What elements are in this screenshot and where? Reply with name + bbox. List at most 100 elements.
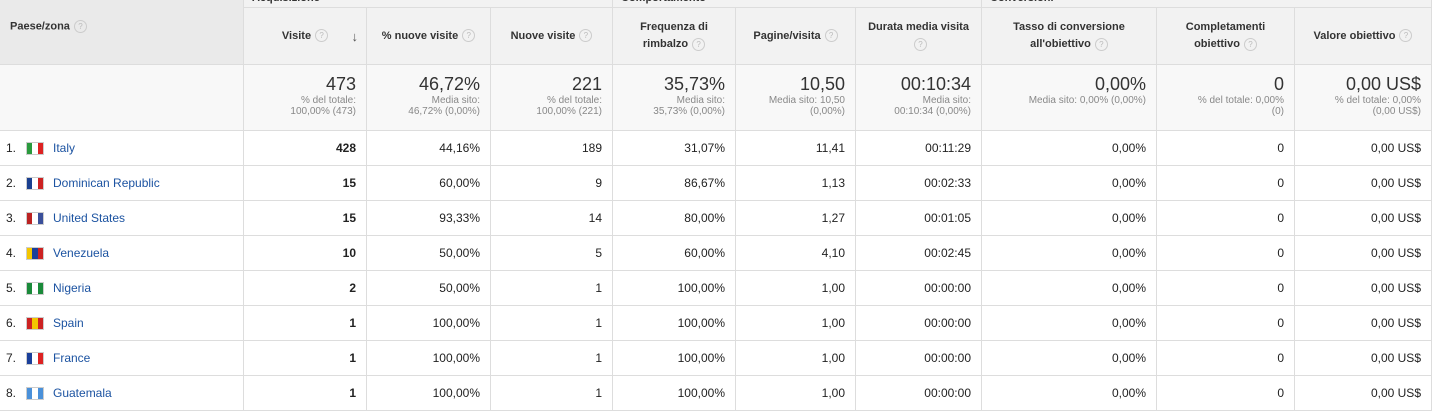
data-cell: 00:00:00	[856, 271, 982, 306]
column-header-inner: Visite?	[281, 28, 329, 45]
total-cell: 00:10:34 Media sito: 00:10:34 (0,00%)	[856, 65, 982, 131]
help-icon: ?	[579, 29, 593, 43]
data-cell: 00:00:00	[856, 376, 982, 411]
data-cell: 1,00	[736, 376, 856, 411]
total-cell: 473% del totale: 100,00% (473)	[244, 65, 367, 131]
country-link[interactable]: Italy	[53, 141, 76, 155]
data-cell: 15	[244, 201, 367, 236]
total-cell: 221% del totale: 100,00% (221)	[491, 65, 613, 131]
data-cell: 60,00%	[613, 236, 736, 271]
country-link[interactable]: Nigeria	[53, 281, 92, 295]
data-cell: 1	[491, 376, 613, 411]
country-cell: 6. Spain	[0, 306, 244, 341]
help-icon: ?	[914, 37, 927, 51]
column-header-inner: Frequenza di rimbalzo?	[623, 19, 725, 53]
data-cell: 0	[1157, 131, 1295, 166]
flag-stripe	[27, 142, 33, 154]
data-cell: 00:00:00	[856, 341, 982, 376]
country-link[interactable]: France	[53, 351, 91, 365]
data-cell: 1	[491, 306, 613, 341]
flag-stripe	[27, 177, 33, 189]
total-note: Media sito: 10,50 (0,00%)	[768, 95, 845, 117]
data-cell: 1,00	[736, 341, 856, 376]
total-value: 0	[1273, 74, 1284, 94]
data-cell: 2	[244, 271, 367, 306]
header-label: Paese/zona	[10, 20, 70, 33]
flag	[26, 211, 44, 225]
data-cell: 1,13	[736, 166, 856, 201]
data-cell: 9	[491, 166, 613, 201]
group-title: Conversioni	[990, 0, 1054, 4]
country-link[interactable]: Guatemala	[53, 386, 112, 400]
data-cell: 0	[1157, 236, 1295, 271]
group-title: Comportamento	[621, 0, 706, 4]
header-label: Pagine/visita	[753, 29, 821, 42]
flag-stripe	[37, 387, 43, 399]
rank: 1.	[6, 141, 17, 155]
flag-stripe	[37, 352, 43, 364]
total-value: 0,00%	[1094, 74, 1146, 94]
column-header[interactable]: Pagine/visita?	[736, 8, 856, 65]
column-header[interactable]: Durata media visita?	[856, 8, 982, 65]
data-cell: 00:01:05	[856, 201, 982, 236]
country-cell: 4. Venezuela	[0, 236, 244, 271]
total-cell: 46,72% Media sito: 46,72% (0,00%)	[367, 65, 491, 131]
column-header[interactable]: Tasso di conversione all'obiettivo?	[982, 8, 1157, 65]
country-link[interactable]: Spain	[53, 316, 84, 330]
data-cell: 0	[1157, 306, 1295, 341]
total-value: 0,00 US$	[1345, 74, 1421, 94]
flag	[26, 176, 44, 190]
data-cell: 1,00	[736, 306, 856, 341]
header-label: Completamenti obiettivo	[1185, 21, 1266, 50]
country-cell: 3. United States	[0, 201, 244, 236]
help-icon: ?	[1243, 37, 1257, 51]
help-icon: ?	[1094, 37, 1108, 51]
header-label: Visite	[281, 29, 312, 42]
flag-stripe	[32, 387, 38, 399]
data-cell: 00:11:29	[856, 131, 982, 166]
flag-stripe	[27, 387, 33, 399]
flag-stripe	[27, 317, 33, 329]
country-link[interactable]: Dominican Republic	[53, 176, 160, 190]
total-note: Media sito: 0,00% (0,00%)	[1028, 95, 1146, 106]
data-cell: 00:02:33	[856, 166, 982, 201]
column-header-inner: Nuove visite?	[511, 28, 593, 45]
data-cell: 0,00 US$	[1295, 271, 1432, 306]
data-cell: 0,00%	[982, 201, 1157, 236]
header-label: % nuove visite	[381, 29, 459, 42]
data-cell: 0,00 US$	[1295, 306, 1432, 341]
flag-stripe	[32, 352, 38, 364]
column-header[interactable]: Valore obiettivo?	[1295, 8, 1432, 65]
country-cell: 7. France	[0, 341, 244, 376]
column-header[interactable]: Frequenza di rimbalzo?	[613, 8, 736, 65]
flag-stripe	[32, 317, 38, 329]
data-cell: 0,00 US$	[1295, 201, 1432, 236]
help-icon: ?	[462, 29, 476, 43]
flag-stripe	[37, 212, 43, 224]
flag-stripe	[27, 352, 33, 364]
data-cell: 0,00 US$	[1295, 131, 1432, 166]
column-header[interactable]: Completamenti obiettivo?	[1157, 8, 1295, 65]
column-header[interactable]: Visite? ↓	[244, 8, 367, 65]
total-value: 473	[325, 74, 356, 94]
total-note: % del totale: 0,00% (0)	[1197, 95, 1284, 117]
flag	[26, 351, 44, 365]
data-cell: 0,00 US$	[1295, 341, 1432, 376]
flag-stripe	[37, 282, 43, 294]
column-header[interactable]: Nuove visite?	[491, 8, 613, 65]
column-header[interactable]: % nuove visite?	[367, 8, 491, 65]
data-cell: 50,00%	[367, 236, 491, 271]
country-link[interactable]: Venezuela	[53, 246, 110, 260]
country-link[interactable]: United States	[53, 211, 126, 225]
rank: 5.	[6, 281, 17, 295]
total-cell: 10,50 Media sito: 10,50 (0,00%)	[736, 65, 856, 131]
data-cell: 0,00 US$	[1295, 376, 1432, 411]
help-icon: ?	[692, 37, 706, 51]
data-cell: 1	[244, 306, 367, 341]
data-cell: 0,00%	[982, 166, 1157, 201]
group-header: Acquisizione	[244, 0, 613, 8]
data-cell: 00:00:00	[856, 306, 982, 341]
data-cell: 14	[491, 201, 613, 236]
data-cell: 1,27	[736, 201, 856, 236]
